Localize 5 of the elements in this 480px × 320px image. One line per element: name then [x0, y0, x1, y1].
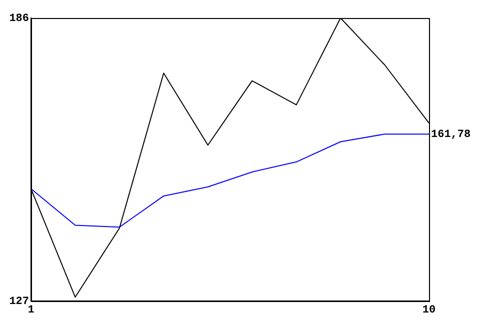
y-tick-label: 127: [9, 296, 29, 308]
y-tick-label: 186: [9, 12, 29, 25]
x-tick-label: 10: [422, 304, 436, 316]
x-tick-label: 1: [28, 304, 35, 316]
data-label: 161,78: [431, 128, 472, 141]
